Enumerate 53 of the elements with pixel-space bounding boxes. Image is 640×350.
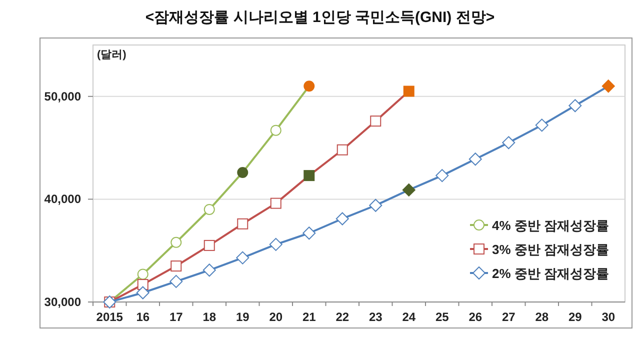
point [302,226,316,240]
y-tick-label: 40,000 [44,192,82,206]
point [270,124,282,136]
y-axis-title: (달러) [97,49,127,61]
point [236,251,250,264]
point [369,198,382,212]
point [468,152,482,166]
chart-title: <잠재성장률 시나리오별 1인당 국민소득(GNI) 전망> [145,9,495,26]
x-tick-label: 29 [568,310,582,324]
point [502,136,516,150]
x-tick-label: 21 [302,310,316,324]
point [402,183,416,196]
point [170,274,183,288]
x-tick-label: 30 [602,310,616,324]
y-tick-label: 30,000 [44,295,82,309]
point [336,144,348,156]
point [136,286,150,300]
x-tick-label: 23 [368,310,383,324]
point [568,99,582,112]
x-tick-label: 2015 [96,310,124,324]
x-tick-label: 26 [468,310,482,324]
point [237,166,248,178]
point [304,170,315,182]
legend-label: 2% 중반 잠재성장률 [492,266,610,281]
x-tick-label: 22 [336,310,350,324]
x-tick-label: 20 [269,310,283,324]
point [304,80,315,92]
x-tick-label: 17 [169,310,184,324]
x-tick-label: 18 [202,310,216,324]
x-tick-label: 27 [502,310,516,324]
point [535,118,548,132]
point [170,236,182,248]
x-tick-label: 16 [136,310,150,324]
point [602,80,615,93]
x-tick-label: 19 [236,310,250,324]
point [269,238,282,251]
point [270,198,282,209]
point [204,240,215,251]
x-tick-label: 25 [435,310,450,324]
x-tick-label: 28 [535,310,549,324]
x-tick-label: 24 [402,310,416,324]
y-tick-label: 50,000 [44,89,82,104]
point [403,86,414,97]
point [204,204,215,215]
point [436,169,449,182]
point [202,264,216,277]
point [370,116,382,127]
point [137,268,148,280]
point [237,218,248,230]
point [170,260,182,272]
legend-label: 4% 중반 잠재성장률 [492,218,610,233]
legend-label: 3% 중반 잠재성장률 [492,242,610,257]
point [336,212,349,226]
